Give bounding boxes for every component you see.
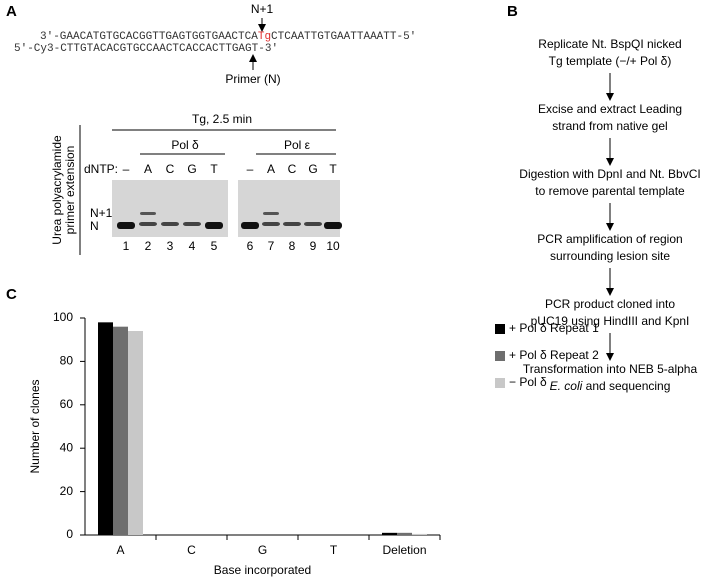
seq: 3′-GAACATGTGCACGGTTGAGTGGTGAACTCA [40, 31, 258, 43]
band [324, 222, 342, 229]
dntp: C [288, 162, 297, 176]
band [205, 222, 223, 229]
polymerase: Pol ε [284, 138, 311, 152]
flowchart: Replicate Nt. BspQI nicked Tg template (−… [519, 37, 700, 393]
panel-label: B [507, 3, 518, 20]
primer-label: Primer (N) [225, 72, 280, 86]
band [262, 222, 280, 226]
bar [412, 533, 427, 535]
bar [382, 532, 397, 535]
lane-number: 6 [247, 239, 254, 253]
band-label: N [90, 219, 99, 233]
dntp: G [187, 162, 196, 176]
gel-gap [228, 180, 238, 237]
x-tick-label: A [116, 543, 124, 557]
band [117, 222, 135, 229]
lesion: Tg [258, 31, 271, 43]
bar [98, 322, 113, 535]
template-strand: 3′-GAACATGTGCACGGTTGAGTGGTGAACTCATgCTCAA… [40, 31, 416, 43]
step-text: Replicate Nt. BspQI nicked [538, 37, 681, 51]
legend-label: + Pol δ Repeat 2 [509, 348, 599, 362]
band [304, 222, 322, 226]
side-label: Urea polyacrylamide [50, 135, 64, 245]
lane-number: 10 [326, 239, 340, 253]
seq: CTCAATTGTGAATTAAATT-5′ [271, 31, 416, 43]
dntp: A [144, 162, 152, 176]
band [241, 222, 259, 229]
dntp: G [308, 162, 317, 176]
y-tick-label: 0 [66, 527, 73, 541]
lane-number: 3 [167, 239, 174, 253]
x-axis-label: Base incorporated [214, 563, 311, 577]
bar-chart: 0 20 40 60 80 100 A C G T Deletion Base incorporate… [28, 310, 599, 577]
dntp: T [329, 162, 337, 176]
step-text: PCR amplification of region [537, 232, 682, 246]
band [140, 212, 156, 215]
polymerase: Pol δ [171, 138, 199, 152]
x-tick-label: Deletion [382, 543, 426, 557]
gel-title: Tg, 2.5 min [192, 112, 252, 126]
gel [112, 180, 340, 237]
step-text: and sequencing [586, 379, 671, 393]
y-axis-label: Number of clones [28, 379, 42, 473]
step-text: pUC19 using HindIII and KpnI [531, 314, 690, 328]
legend-swatch [495, 324, 505, 334]
band [183, 222, 201, 226]
bar [128, 331, 143, 535]
dntp: A [267, 162, 275, 176]
lane-number: 8 [289, 239, 296, 253]
legend-swatch [495, 378, 505, 388]
lane-number: 7 [268, 239, 275, 253]
legend-label: + Pol δ Repeat 1 [509, 321, 599, 335]
side-label: primer extension [63, 146, 77, 235]
y-tick-label: 60 [60, 397, 74, 411]
band-label: N+1 [90, 206, 113, 220]
lanes: – 1 A 2 C 3 G 4 T 5 – 6 A 7 C 8 G 9 T 10 [117, 162, 342, 253]
y-tick-label: 80 [60, 354, 74, 368]
band [139, 222, 157, 226]
panel-label: A [6, 3, 17, 20]
step-text: to remove parental template [535, 184, 685, 198]
arrow-label: N+1 [251, 2, 274, 16]
step-text: Digestion with DpnI and Nt. BbvCI [519, 167, 700, 181]
step-text: E. coli and sequencing [550, 379, 671, 393]
step-text: surrounding lesion site [550, 249, 670, 263]
step-text: Excise and extract Leading [538, 102, 682, 116]
dntp-label: dNTP: [84, 162, 118, 176]
dntp: C [166, 162, 175, 176]
step-text: Transformation into NEB 5-alpha [523, 362, 698, 376]
step-text: Tg template (−/+ Pol δ) [549, 54, 672, 68]
y-tick-label: 20 [60, 484, 74, 498]
x-tick-label: G [258, 543, 267, 557]
band [263, 212, 279, 215]
legend-swatch [495, 351, 505, 361]
primer-strand: 5′-Cy3-CTTGTACACGTGCCAACTCACCACTTGAGT-3′ [14, 43, 278, 55]
dntp: T [210, 162, 218, 176]
y-tick-label: 100 [53, 310, 73, 324]
legend-label: − Pol δ [509, 375, 547, 389]
bar [113, 326, 128, 535]
band [161, 222, 179, 226]
lane-number: 4 [189, 239, 196, 253]
step-text: strand from native gel [552, 119, 667, 133]
y-tick-label: 40 [60, 440, 74, 454]
bar [397, 532, 412, 535]
lane-number: 2 [145, 239, 152, 253]
x-tick-label: C [187, 543, 196, 557]
dntp: – [247, 162, 254, 176]
dntp: – [123, 162, 130, 176]
x-tick-label: T [330, 543, 338, 557]
band [283, 222, 301, 226]
panel-label: C [6, 286, 17, 303]
lane-number: 1 [123, 239, 130, 253]
lane-number: 5 [211, 239, 218, 253]
step-text: PCR product cloned into [545, 297, 675, 311]
italic-text: E. coli [550, 379, 583, 393]
lane-number: 9 [310, 239, 317, 253]
